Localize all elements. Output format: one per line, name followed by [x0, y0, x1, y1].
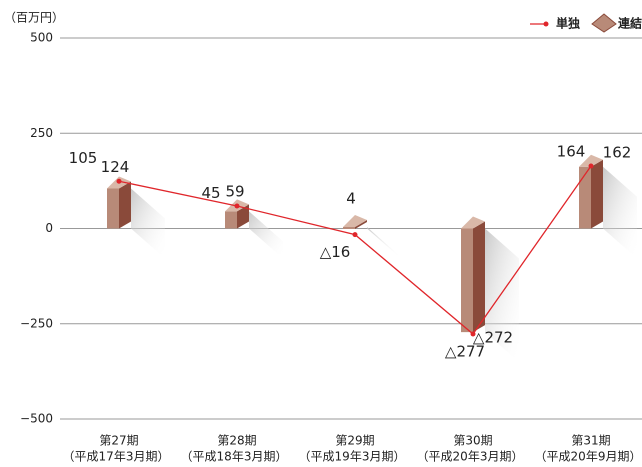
x-tick-label: 第27期	[99, 434, 138, 448]
x-tick-label: 第29期	[335, 434, 374, 448]
bar	[461, 216, 519, 363]
bar-shadow	[249, 211, 283, 259]
x-tick-sublabel: （平成19年3月期）	[299, 450, 406, 464]
bar-value-label: 162	[603, 143, 632, 161]
bar-shadow	[367, 226, 401, 259]
bar-value-label: 4	[346, 189, 356, 207]
line-value-label: 59	[225, 183, 244, 201]
bar-shadow	[485, 228, 519, 363]
y-tick-label: −500	[20, 412, 53, 426]
x-tick-sublabel: （平成20年9月期）	[535, 450, 642, 464]
x-tick-label: 第31期	[571, 434, 610, 448]
bar-side	[473, 221, 485, 333]
bar-value-label: 105	[69, 149, 98, 167]
bar-top	[343, 214, 367, 227]
bar-side	[119, 181, 131, 229]
line-value-label: 164	[557, 143, 586, 161]
bar-front	[225, 211, 237, 229]
bar	[107, 176, 165, 259]
bar-top	[461, 216, 485, 229]
legend-label: 単独	[556, 16, 580, 31]
bar	[343, 214, 401, 259]
x-tick-sublabel: （平成17年3月期）	[63, 450, 170, 464]
x-tick-label: 第28期	[217, 434, 256, 448]
line-point	[116, 178, 122, 184]
bar-side	[355, 219, 367, 229]
bar-front	[579, 166, 591, 229]
bar-top	[579, 154, 603, 167]
line-point	[588, 163, 594, 169]
x-tick-label: 第30期	[453, 434, 492, 448]
line-value-label: △277	[445, 343, 485, 361]
y-tick-label: −250	[20, 316, 53, 330]
x-tick-sublabel: （平成18年3月期）	[181, 450, 288, 464]
bar-value-label: △272	[473, 329, 513, 347]
bar-side	[591, 159, 603, 229]
bar-front	[461, 228, 473, 333]
unit-label: （百万円）	[4, 11, 64, 25]
legend-dot	[543, 21, 549, 27]
bar-front	[107, 188, 119, 229]
y-tick-label: 500	[30, 31, 53, 45]
bar-shadow	[131, 188, 165, 259]
x-tick-sublabel: （平成20年3月期）	[417, 450, 524, 464]
bar-side	[237, 204, 249, 229]
legend-label: 連結	[618, 16, 642, 31]
legend-swatch	[591, 13, 617, 33]
bar	[579, 154, 637, 259]
line-point	[352, 232, 358, 238]
line-value-label: 124	[101, 158, 130, 176]
y-tick-label: 0	[45, 221, 53, 235]
line-point	[234, 203, 240, 209]
line-value-label: △16	[320, 243, 351, 261]
bar-front	[343, 226, 355, 229]
y-tick-label: 250	[30, 126, 53, 140]
bar-shadow	[603, 166, 637, 259]
line-point	[470, 331, 476, 337]
bar-value-label: 45	[201, 184, 220, 202]
